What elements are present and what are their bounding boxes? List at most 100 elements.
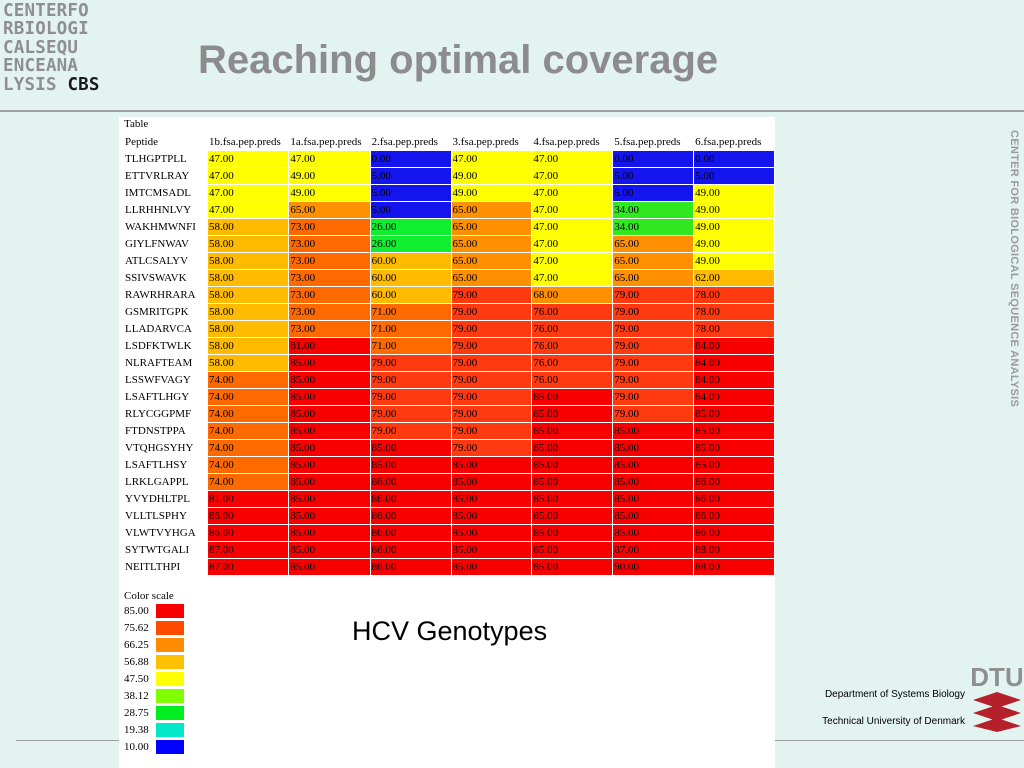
table-row: SYTWTGALI 87.00 85.00 86.00 85.00 85.00 87.00 8…	[124, 542, 774, 558]
value-cell: 79.00	[613, 389, 694, 405]
col-header-prediction: 6.fsa.pep.preds	[695, 136, 762, 148]
value-cell: 86.00	[370, 525, 451, 541]
table-row: VTQHGSYHY 74.00 85.00 85.00 79.00 85.00 85.00 8…	[124, 440, 774, 456]
value-cell: 79.00	[451, 355, 532, 371]
table-row: RAWRHRARA 58.00 73.00 60.00 79.00 68.00 79.00 7…	[124, 287, 774, 303]
footer-divider-left	[16, 740, 119, 741]
color-scale-swatch	[156, 740, 184, 754]
value-cell: 79.00	[451, 338, 532, 354]
value-cell: 49.00	[694, 236, 774, 252]
value-cell: 85.00	[532, 508, 613, 524]
value-cell: 85.00	[289, 542, 370, 558]
value-cell: 74.00	[208, 457, 289, 473]
peptide-cell: NLRAFTEAM	[125, 357, 193, 369]
peptide-cell: VLWTVYHGA	[125, 527, 196, 539]
value-cell: 85.00	[694, 457, 774, 473]
color-scale-title: Color scale	[124, 590, 174, 602]
value-cell: 58.00	[208, 236, 289, 252]
peptide-cell: ATLCSALYV	[125, 255, 189, 267]
table-row: VLLTLSPHY 86.00 85.00 86.00 85.00 85.00 85.00 8…	[124, 508, 774, 524]
value-cell: 85.00	[613, 423, 694, 439]
value-cell: 49.00	[694, 253, 774, 269]
value-cell: 74.00	[208, 406, 289, 422]
value-cell: 85.00	[370, 440, 451, 456]
value-cell: 71.00	[370, 338, 451, 354]
value-cell: 79.00	[451, 440, 532, 456]
table-header-row: Peptide 1b.fsa.pep.preds 1a.fsa.pep.preds 2…	[124, 134, 774, 150]
value-cell: 73.00	[289, 304, 370, 320]
value-cell: 47.00	[532, 202, 613, 218]
value-cell: 85.00	[289, 491, 370, 507]
value-cell: 79.00	[613, 338, 694, 354]
value-cell: 58.00	[208, 253, 289, 269]
value-cell: 49.00	[451, 185, 532, 201]
value-cell: 47.00	[532, 151, 613, 167]
value-cell: 85.00	[613, 440, 694, 456]
value-cell: 47.00	[208, 168, 289, 184]
table-row: GSMRITGPK 58.00 73.00 71.00 79.00 76.00 79.00 7…	[124, 304, 774, 320]
value-cell: 79.00	[613, 406, 694, 422]
value-cell: 0.00	[370, 151, 451, 167]
peptide-cell: RLYCGGPMF	[125, 408, 192, 420]
logo-line: ENCEANA	[3, 56, 79, 77]
value-cell: 85.00	[451, 542, 532, 558]
col-header-prediction: 1a.fsa.pep.preds	[290, 136, 362, 148]
value-cell: 85.00	[532, 559, 613, 575]
value-cell: 58.00	[208, 304, 289, 320]
color-scale-swatch	[156, 621, 184, 635]
table-row: LRKLGAPPL 74.00 85.00 86.00 85.00 85.00 85.00 8…	[124, 474, 774, 490]
value-cell: 5.00	[613, 168, 694, 184]
value-cell: 0.00	[694, 151, 774, 167]
value-cell: 85.00	[613, 491, 694, 507]
value-cell: 86.00	[694, 525, 774, 541]
value-cell: 78.00	[694, 287, 774, 303]
value-cell: 79.00	[613, 304, 694, 320]
value-cell: 90.00	[613, 559, 694, 575]
value-cell: 73.00	[289, 236, 370, 252]
value-cell: 65.00	[451, 202, 532, 218]
value-cell: 81.00	[289, 338, 370, 354]
value-cell: 79.00	[370, 423, 451, 439]
value-cell: 49.00	[451, 168, 532, 184]
value-cell: 86.00	[370, 491, 451, 507]
value-cell: 74.00	[208, 440, 289, 456]
peptide-cell: TLHGPTPLL	[125, 153, 187, 165]
table-row: ATLCSALYV 58.00 73.00 60.00 65.00 47.00 65.00 4…	[124, 253, 774, 269]
value-cell: 85.00	[451, 474, 532, 490]
value-cell: 5.00	[613, 185, 694, 201]
table-row: VLWTVYHGA 86.00 85.00 86.00 85.00 85.00 85.00 8…	[124, 525, 774, 541]
peptide-cell: LSSWFVAGY	[125, 374, 191, 386]
col-header-prediction: 1b.fsa.pep.preds	[209, 136, 281, 148]
value-cell: 26.00	[370, 236, 451, 252]
value-cell: 47.00	[289, 151, 370, 167]
university-label: Technical University of Denmark	[822, 716, 965, 727]
value-cell: 26.00	[370, 219, 451, 235]
value-cell: 79.00	[451, 389, 532, 405]
value-cell: 85.00	[289, 508, 370, 524]
color-scale-swatch	[156, 723, 184, 737]
value-cell: 65.00	[451, 236, 532, 252]
table-row: GIYLFNWAV 58.00 73.00 26.00 65.00 47.00 65.00 4…	[124, 236, 774, 252]
color-scale-swatch	[156, 604, 184, 618]
table-row: IMTCMSADL 47.00 49.00 5.00 49.00 47.00 5.00 49.…	[124, 185, 774, 201]
value-cell: 79.00	[451, 321, 532, 337]
value-cell: 79.00	[613, 287, 694, 303]
value-cell: 65.00	[613, 253, 694, 269]
table-row: LLRHHNLVY 47.00 65.00 5.00 65.00 47.00 34.00 49…	[124, 202, 774, 218]
value-cell: 85.00	[532, 474, 613, 490]
value-cell: 84.00	[694, 389, 774, 405]
value-cell: 79.00	[370, 389, 451, 405]
value-cell: 85.00	[451, 457, 532, 473]
value-cell: 88.00	[694, 542, 774, 558]
value-cell: 85.00	[694, 440, 774, 456]
peptide-cell: RAWRHRARA	[125, 289, 196, 301]
value-cell: 85.00	[451, 491, 532, 507]
value-cell: 85.00	[613, 474, 694, 490]
value-cell: 34.00	[613, 219, 694, 235]
table-row: LSSWFVAGY 74.00 85.00 79.00 79.00 76.00 79.00 8…	[124, 372, 774, 388]
dtu-logo-text: DTU	[972, 662, 1022, 692]
peptide-cell: FTDNSTPPA	[125, 425, 186, 437]
value-cell: 81.00	[208, 491, 289, 507]
value-cell: 86.00	[370, 559, 451, 575]
color-scale-swatch	[156, 655, 184, 669]
